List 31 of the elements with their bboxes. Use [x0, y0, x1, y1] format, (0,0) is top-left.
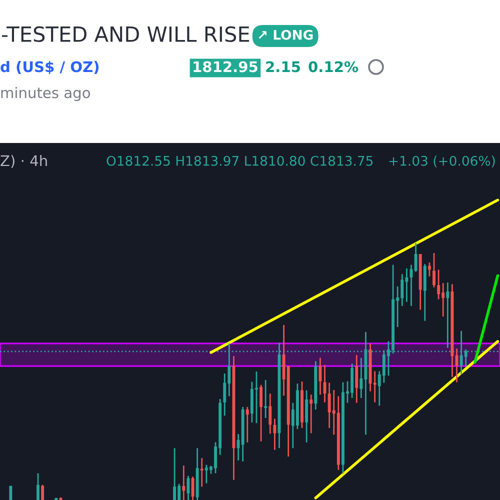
text: 2.15 [266, 61, 300, 72]
candlestick [41, 484, 44, 500]
candlestick [446, 282, 450, 349]
candlestick [310, 394, 313, 434]
candlestick [182, 464, 186, 500]
text: minutes ago [1, 86, 90, 102]
text: ↗ LONG [258, 30, 313, 40]
candlestick [173, 447, 176, 500]
text: O1812.55 H1813.97 L1810.80 C1813.75 [106, 156, 373, 166]
candlestick [428, 262, 431, 278]
chart-title: -TESTED AND WILL RISE [2, 26, 250, 42]
candlestick [355, 354, 358, 404]
candlestick [268, 392, 272, 434]
candlestick [186, 475, 190, 500]
candlestick [305, 390, 308, 444]
candlestick [9, 485, 12, 500]
candlestick [318, 357, 322, 396]
candlestick [273, 418, 276, 451]
candlestick [36, 472, 40, 500]
text: 1812.95 [194, 61, 258, 72]
text: Z) · 4h [0, 154, 47, 168]
candlestick [200, 457, 204, 488]
candlestick [264, 379, 268, 419]
candlestick [246, 406, 249, 444]
candlestick [414, 242, 418, 272]
candlestick [437, 269, 440, 300]
candlestick [260, 384, 263, 442]
text: +1.03 (+0.06%) [389, 156, 495, 168]
text: 0.12% [308, 61, 358, 72]
candlestick [432, 252, 436, 288]
chart-subtitle: d (US$ / OZ) [0, 60, 99, 74]
